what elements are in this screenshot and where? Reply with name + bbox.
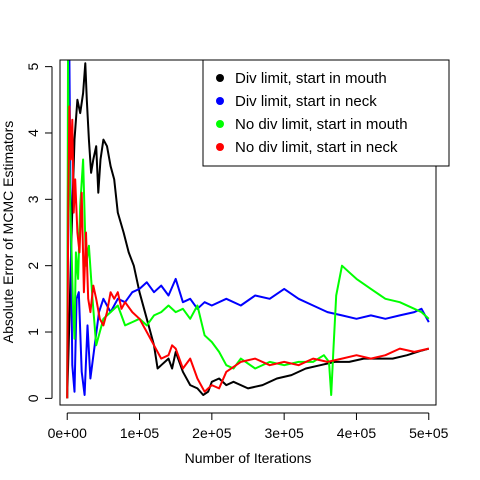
x-tick-label-4: 4e+05 [337, 425, 377, 441]
y-tick-label-1: 1 [25, 328, 41, 336]
y-tick-label-3: 3 [25, 195, 41, 203]
legend: Div limit, start in mouth Div limit, star… [202, 59, 450, 167]
legend-label-3: No div limit, start in mouth [235, 116, 408, 133]
y-tick-label-5: 5 [25, 63, 41, 71]
legend-label-1: Div limit, start in mouth [235, 70, 387, 87]
x-tick-label-2: 2e+05 [192, 425, 232, 441]
x-axis-label: Number of Iterations [185, 450, 312, 466]
legend-box [202, 59, 450, 167]
legend-marker-4 [216, 143, 224, 151]
series-line-1 [66, 62, 430, 399]
axes-layer: 0e+00 1e+05 2e+05 3e+05 4e+05 5e+05 0 1 2 3 4 5 [25, 63, 449, 441]
x-tick-label-5: 5e+05 [409, 425, 449, 441]
series-line-4 [66, 105, 430, 399]
series-layer [66, 60, 430, 399]
legend-label-2: Div limit, start in neck [235, 93, 377, 110]
legend-marker-2 [216, 97, 224, 105]
y-tick-label-2: 2 [25, 262, 41, 270]
y-tick-label-4: 4 [25, 129, 41, 137]
x-tick-label-0: 0e+00 [48, 425, 88, 441]
series-line-3 [66, 60, 430, 399]
x-tick-label-1: 1e+05 [120, 425, 160, 441]
legend-marker-3 [216, 120, 224, 128]
legend-marker-1 [216, 74, 224, 82]
y-axis-label: Absolute Error of MCMC Estimators [0, 121, 16, 344]
legend-label-4: No div limit, start in neck [235, 139, 398, 156]
x-tick-label-3: 3e+05 [264, 425, 304, 441]
y-tick-label-0: 0 [25, 394, 41, 402]
